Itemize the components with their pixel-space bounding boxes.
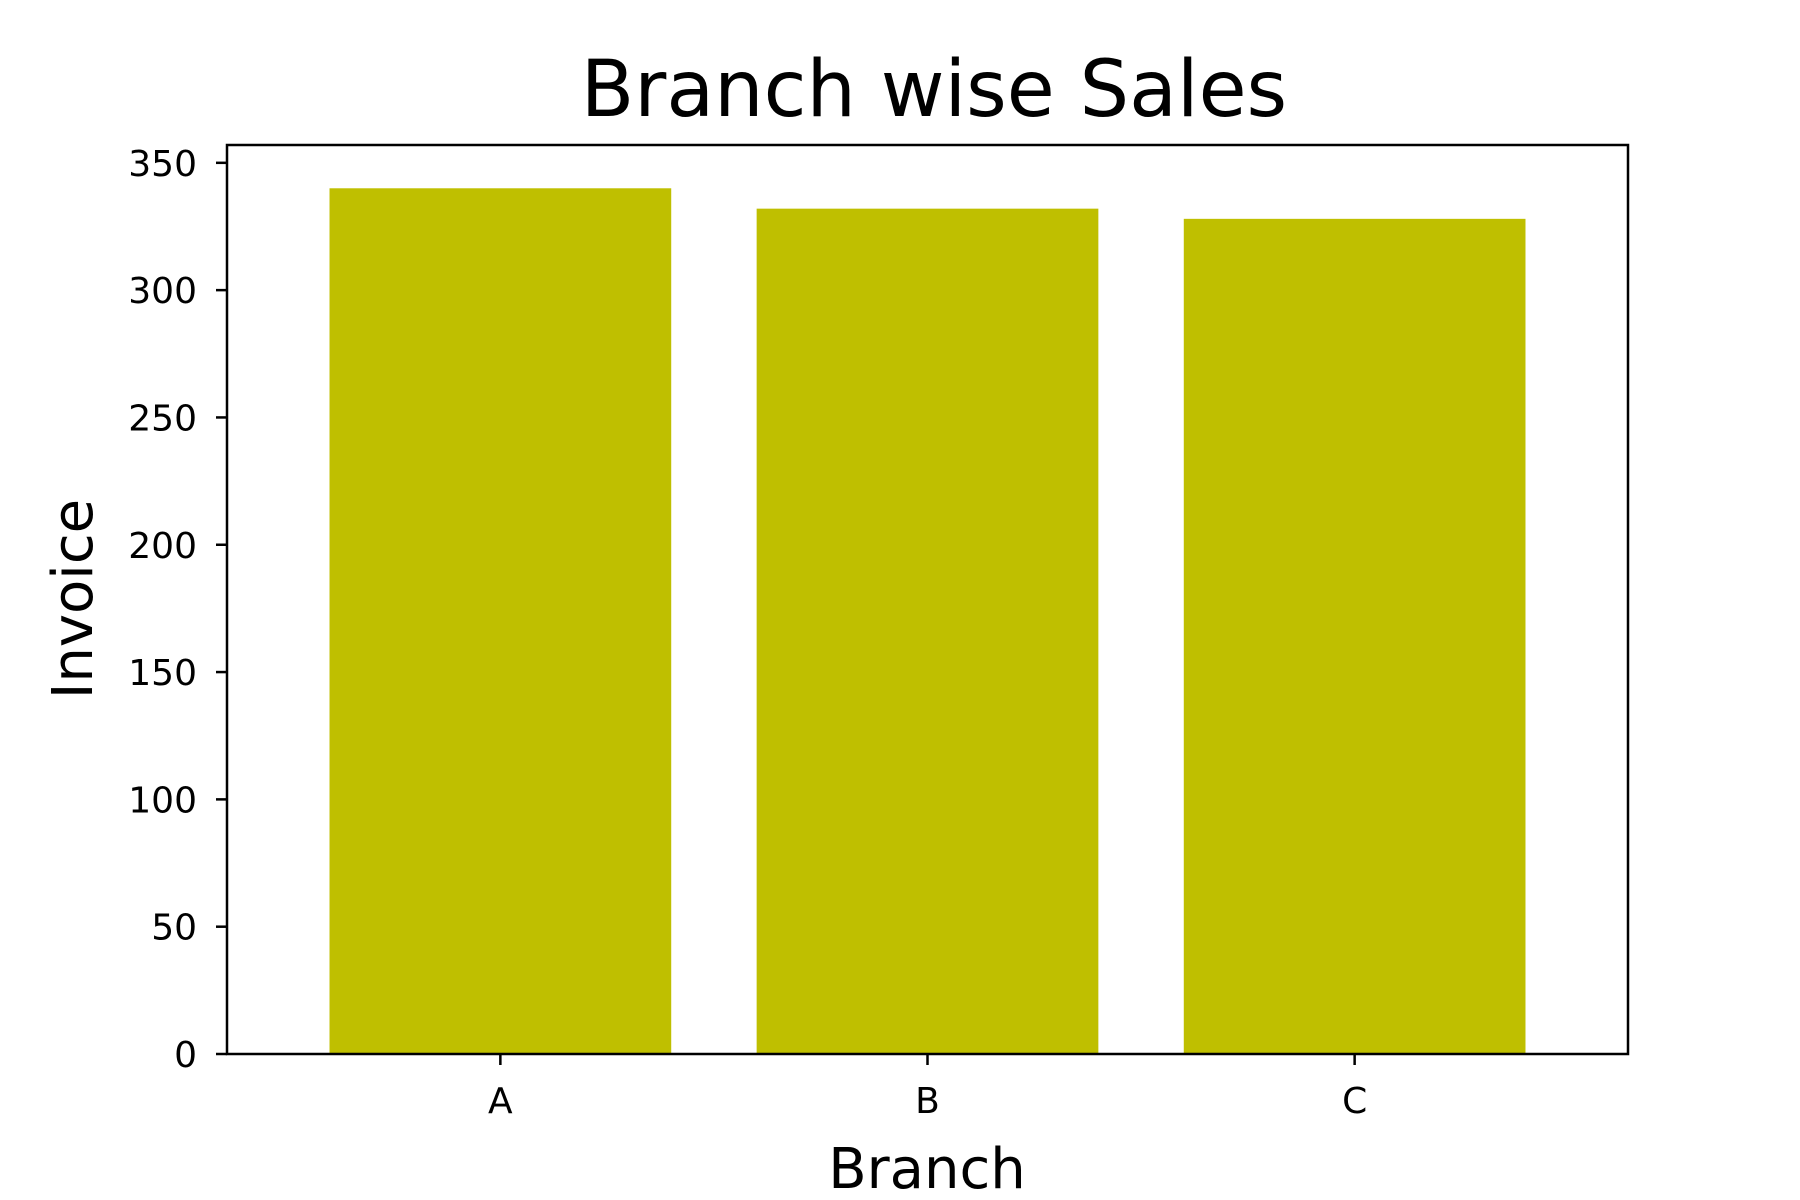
x-axis: A B C	[488, 1054, 1367, 1122]
bar-c	[1183, 218, 1526, 1054]
y-tick-label-100: 100	[128, 780, 197, 821]
y-axis-label: Invoice	[41, 499, 106, 699]
x-tick-label-c: C	[1342, 1081, 1367, 1122]
y-tick-label-350: 350	[128, 144, 197, 185]
x-axis-label: Branch	[828, 1137, 1026, 1200]
y-tick-label-250: 250	[128, 398, 197, 439]
x-tick-label-a: A	[488, 1081, 513, 1122]
y-axis: 0 50 100 150 200 250 300 350	[128, 144, 227, 1076]
x-tick-label-b: B	[915, 1081, 940, 1122]
y-tick-label-150: 150	[128, 653, 197, 694]
bar-b	[756, 208, 1099, 1054]
plot-frame	[225, 143, 1630, 1056]
bars-group	[329, 188, 1526, 1055]
bar-a	[329, 188, 672, 1055]
y-tick-label-0: 0	[174, 1035, 197, 1076]
chart-title: Branch wise Sales	[581, 45, 1287, 135]
y-tick-label-300: 300	[128, 271, 197, 312]
y-tick-label-50: 50	[151, 908, 197, 949]
y-tick-label-200: 200	[128, 526, 197, 567]
